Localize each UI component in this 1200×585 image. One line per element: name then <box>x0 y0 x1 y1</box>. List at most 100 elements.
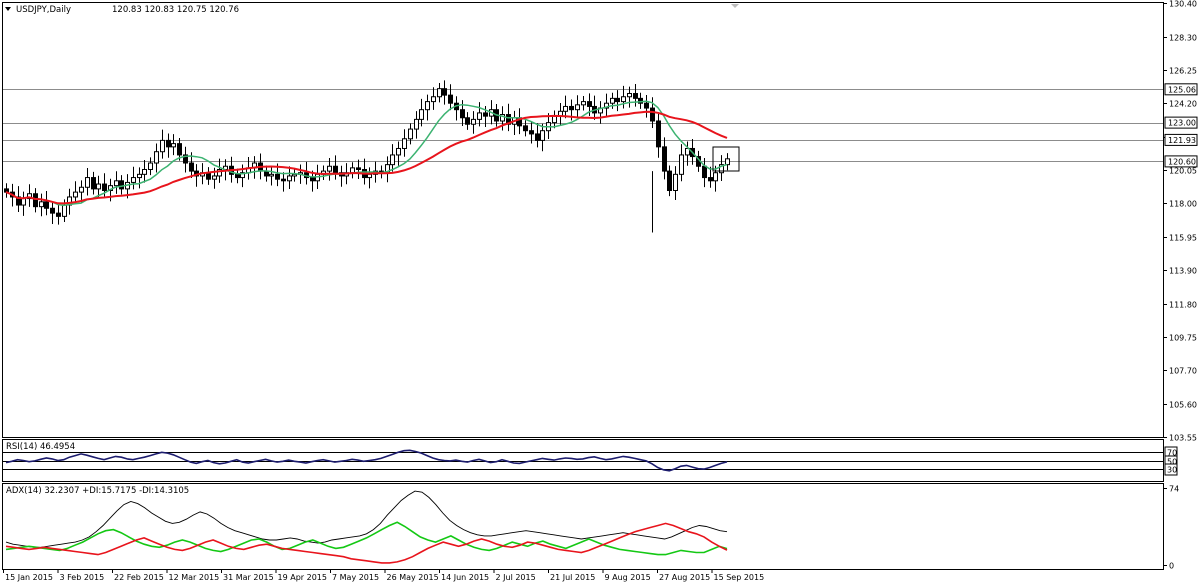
candle-body <box>483 112 488 117</box>
price-candles <box>4 80 730 233</box>
candle-body <box>189 162 194 172</box>
candle-body <box>437 88 442 98</box>
time-tick-label: 19 Apr 2015 <box>278 573 327 582</box>
candle-body <box>621 96 626 103</box>
adx-title: ADX(14) 32.2307 +DI:15.7175 -DI:14.3105 <box>6 486 189 496</box>
candle-body <box>702 165 707 179</box>
candle-body <box>673 173 678 192</box>
level-price-box <box>1164 116 1198 129</box>
time-tick-label: 26 May 2015 <box>387 573 439 582</box>
candle-body <box>719 164 724 174</box>
candle-body <box>275 173 280 180</box>
candle-body <box>212 175 217 180</box>
candle-body <box>604 102 609 109</box>
rsi-level-label: 70 <box>1167 449 1177 458</box>
moving-averages <box>5 100 728 207</box>
candle-body <box>563 105 568 112</box>
candle-body <box>408 128 413 140</box>
candle-body <box>414 118 419 130</box>
rsi-level-label: 50 <box>1167 458 1177 467</box>
candle-body <box>310 177 315 182</box>
price-tick-label: 103.55 <box>1169 434 1197 443</box>
price-tick-label: 128.30 <box>1169 34 1197 43</box>
level-price-label: 123.00 <box>1168 119 1196 128</box>
symbol-dropdown-icon[interactable] <box>5 7 11 11</box>
candle-body <box>633 93 638 99</box>
candle-body <box>708 177 713 182</box>
adx-pane[interactable]: 74 0 ADX(14) 32.2307 +DI:15.7175 -DI:14.31… <box>2 483 1180 571</box>
candle-body <box>85 177 90 188</box>
candle-body <box>137 173 142 179</box>
fast-ma-line <box>5 100 728 207</box>
time-tick-label: 3 Feb 2015 <box>60 573 105 582</box>
candle-body <box>160 139 165 153</box>
time-tick-label: 21 Jul 2015 <box>550 573 595 582</box>
candle-body <box>102 183 107 192</box>
adx-tick-label: 0 <box>1169 562 1174 571</box>
candle-body <box>396 147 401 156</box>
candle-body <box>610 97 615 104</box>
candle-body <box>644 102 649 109</box>
candle-body <box>535 133 540 141</box>
price-axis: 130.40128.30126.25124.20122.10120.05118.… <box>1163 0 1198 443</box>
price-tick-label: 118.00 <box>1169 200 1197 209</box>
candle-body <box>367 173 372 179</box>
plus-di-line <box>5 521 728 556</box>
level-price-box <box>1164 155 1198 168</box>
rsi-pane-frame <box>2 439 1164 482</box>
candle-body <box>460 109 465 119</box>
candle-body <box>56 212 61 217</box>
adx-line <box>5 490 728 548</box>
price-pane-border <box>2 2 1164 438</box>
rsi-level-label: 30 <box>1167 466 1177 475</box>
price-levels <box>3 89 1163 162</box>
candle-body <box>50 207 55 214</box>
candle-body <box>96 183 101 190</box>
candle-body <box>166 139 171 148</box>
candle-body <box>465 117 470 125</box>
candle-body <box>587 101 592 107</box>
candle-body <box>425 101 430 111</box>
candle-body <box>269 173 274 177</box>
time-tick-label: 31 Mar 2015 <box>223 573 274 582</box>
current-price-box <box>712 146 740 172</box>
time-tick-label: 22 Feb 2015 <box>114 573 164 582</box>
candle-body <box>638 97 643 104</box>
price-tick-label: 105.60 <box>1169 401 1197 410</box>
minus-di-line <box>5 522 728 564</box>
candle-body <box>662 146 667 172</box>
candle-body <box>552 115 557 124</box>
candle-body <box>73 191 78 198</box>
candle-body <box>575 104 580 111</box>
candle-body <box>44 201 49 209</box>
candle-body <box>667 170 672 192</box>
candle-body <box>217 168 222 177</box>
adx-content: 74 0 ADX(14) 32.2307 +DI:15.7175 -DI:14.31… <box>5 485 1179 571</box>
candle-body <box>292 173 297 177</box>
price-tick-label: 107.70 <box>1169 367 1197 376</box>
time-axis: 15 Jan 2015 3 Feb 2015 22 Feb 2015 12 Mar 2… <box>3 569 765 582</box>
price-tick-label: 113.90 <box>1169 267 1197 276</box>
price-tick-label: 126.25 <box>1169 67 1197 76</box>
level-price-box <box>1164 133 1198 146</box>
candle-body <box>442 88 447 96</box>
level-price-label: 125.06 <box>1168 85 1196 94</box>
candle-body <box>148 162 153 170</box>
time-tick-label: 12 Mar 2015 <box>169 573 220 582</box>
time-tick-label: 15 Sep 2015 <box>714 573 765 582</box>
candle-body <box>500 114 505 122</box>
time-tick-label: 2 Jul 2015 <box>496 573 536 582</box>
price-pane[interactable]: USDJPY,Daily 120.83 120.83 120.75 120.76 <box>2 2 1164 438</box>
chart-shift-icon[interactable] <box>731 4 739 8</box>
price-tick-label: 115.95 <box>1169 234 1197 243</box>
chart-ohlc: 120.83 120.83 120.75 120.76 <box>112 5 239 15</box>
candle-body <box>390 154 395 166</box>
candle-body <box>402 138 407 149</box>
candle-body <box>119 180 124 190</box>
time-tick-label: 7 May 2015 <box>332 573 379 582</box>
candle-body <box>21 198 26 206</box>
candle-body <box>656 120 661 148</box>
candle-body <box>33 193 38 208</box>
